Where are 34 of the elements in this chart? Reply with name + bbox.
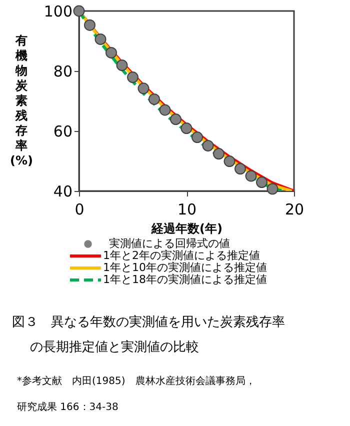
point (256, 176, 268, 188)
point (202, 140, 214, 152)
point (213, 148, 224, 160)
y-tick-label: 60 (53, 122, 72, 140)
text: *参考文献 内田(1985) 農林水産技術会議事務局，研究成果 166：34-38 (17, 376, 256, 413)
point (127, 72, 138, 84)
point (148, 93, 160, 105)
legend-label: 1年と18年の実測値による推定値 (103, 273, 267, 286)
legend-label: 1年と10年の実測値による推定値 (103, 261, 267, 274)
text: 有機物炭素残存率(%) (10, 34, 33, 168)
point (234, 163, 246, 175)
y-tick-label: 80 (53, 62, 72, 80)
point (192, 132, 203, 144)
point (73, 5, 85, 17)
point (94, 33, 106, 45)
x-axis-title: 経過年数(年) (150, 222, 222, 236)
legend-label: 実測値による回帰式の値 (109, 237, 230, 250)
x-tick-label: 0 (74, 200, 84, 218)
y-tick-label: 100 (44, 2, 72, 20)
x-tick-label: 10 (177, 200, 197, 218)
text: 図３ 異なる年数の実測値を用いた炭素残存率の長期推定値と実測値の比較 (12, 314, 285, 355)
point (170, 114, 182, 126)
point (224, 156, 236, 168)
point (266, 183, 278, 195)
point (116, 60, 128, 72)
point (180, 122, 192, 134)
y-tick-label: 40 (53, 182, 72, 200)
point (84, 19, 96, 31)
legend-label: 1年と2年の実測値による推定値 (103, 249, 260, 262)
point (106, 46, 117, 58)
point (159, 104, 171, 116)
point (245, 170, 257, 182)
point (138, 82, 150, 94)
x-tick-label: 20 (284, 200, 304, 218)
